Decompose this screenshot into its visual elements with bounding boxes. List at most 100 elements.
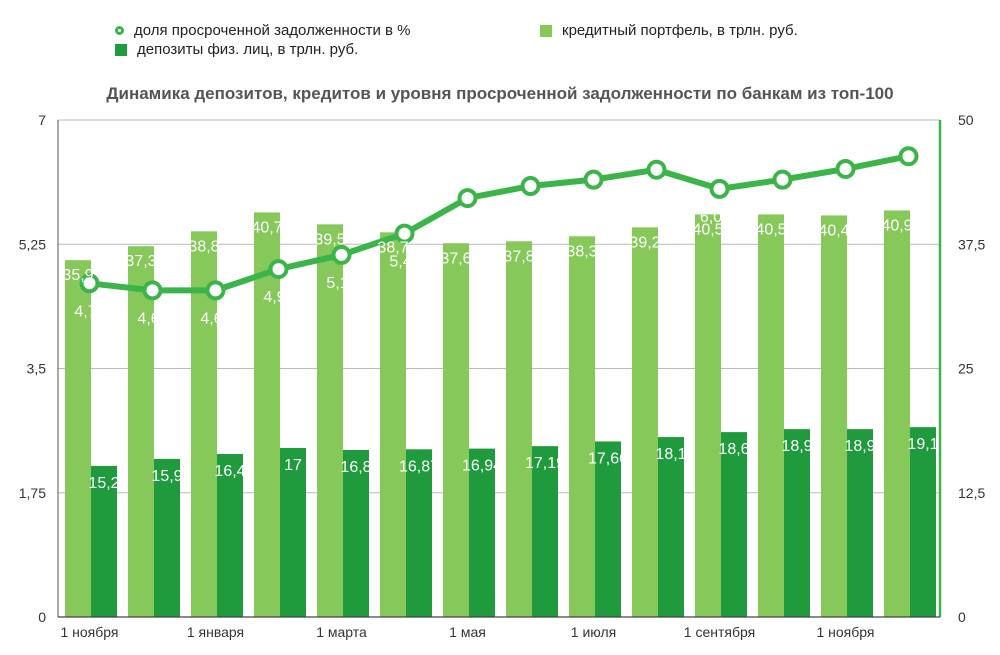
deposits-data-label: 15,2 [88,475,119,492]
overdue-data-label: 4,7 [74,303,96,320]
credit-data-label: 38,7 [377,239,408,256]
credit-data-label: 37,6 [440,250,471,267]
legend-deposits: депозиты физ. лиц, в трлн. руб. [115,41,358,58]
overdue-data-label: 6,16 [574,200,605,217]
x-tick-label: 1 ноября [60,624,118,640]
right-tick-label: 25 [958,361,974,377]
deposits-bar [154,458,180,617]
deposits-bar [343,450,369,617]
credit-bar [569,236,595,617]
overdue-point [394,223,415,244]
deposits-bar [91,465,117,617]
deposits-data-label: 18,6 [718,441,749,458]
credit-bar [65,260,91,617]
deposits-bar [280,448,306,617]
overdue-data-label: 5,1 [326,275,348,292]
legend-credit-label: кредитный портфель, в трлн. руб. [562,22,798,39]
credit-data-label: 40,5 [692,221,723,238]
overdue-data-label: 6,49 [889,176,920,193]
left-tick-label: 1,75 [19,485,46,501]
overdue-point [142,280,163,301]
deposits-data-label: 17,66 [588,450,628,467]
left-tick-label: 0 [38,609,46,625]
credit-data-label: 40,4 [818,222,849,239]
credit-bar [443,243,469,618]
x-tick-label: 1 июля [571,624,616,640]
deposits-data-label: 18,9 [844,438,875,455]
credit-bar [758,214,784,617]
credit-bar [380,232,406,617]
credit-data-label: 40,9 [881,217,912,234]
deposits-data-label: 16,4 [214,463,245,480]
overdue-point [898,146,919,167]
overdue-data-label: 6,3 [641,190,663,207]
credit-data-label: 40,5 [755,221,786,238]
legend-light-swatch [540,24,552,37]
right-tick-label: 12,5 [958,485,985,501]
legend-dark-swatch [115,43,127,56]
credit-bar [317,224,343,617]
right-tick-label: 50 [958,112,974,128]
credit-bar [506,241,532,617]
deposits-bar [847,429,873,617]
overdue-data-label: 5,4 [389,254,411,271]
credit-data-label: 39,2 [629,234,660,251]
deposits-bar [784,429,810,617]
credit-data-label: 38,8 [188,238,219,255]
overdue-point [772,169,793,190]
legend-overdue: доля просроченной задолженности в % [115,22,411,39]
x-tick-label: 1 мая [449,624,486,640]
left-tick-label: 5,25 [19,236,46,252]
legend-deposits-label: депозиты физ. лиц, в трлн. руб. [137,41,359,58]
overdue-line [89,153,910,294]
deposits-bar [469,448,495,617]
credit-data-label: 35,9 [62,267,93,284]
credit-data-label: 37,8 [503,248,534,265]
credit-bar [821,215,847,617]
x-tick-label: 1 января [187,624,244,640]
x-tick-label: 1 ноября [816,624,874,640]
deposits-bar [595,441,621,617]
overdue-point [79,273,100,294]
credit-bar [254,212,280,617]
deposits-data-label: 16,87 [399,458,439,475]
deposits-data-label: 19,1 [907,436,938,453]
legend-overdue-label: доля просроченной задолженности в % [134,22,411,39]
x-tick-label: 1 марта [316,624,367,640]
overdue-data-label: 6,03 [700,209,731,226]
right-tick-label: 37,5 [958,236,985,252]
deposits-data-label: 16,8 [340,459,371,476]
overdue-data-label: 4,9 [263,289,285,306]
overdue-point [457,188,478,209]
overdue-data-label: 6,31 [826,189,857,206]
overdue-data-label: 6,07 [511,206,542,223]
overdue-point [268,259,289,280]
deposits-bar [532,446,558,617]
x-tick-label: 1 сентября [684,624,755,640]
deposits-bar [217,453,243,617]
credit-bar [632,227,658,618]
overdue-data-label: 4,6 [200,310,222,327]
overdue-point [646,159,667,180]
overdue-point [709,178,730,199]
deposits-data-label: 18,9 [781,438,812,455]
deposits-data-label: 17 [284,457,302,474]
deposits-data-label: 15,9 [151,468,182,485]
credit-bar [884,210,910,618]
deposits-bar [910,427,936,617]
legend-circle-marker [115,26,124,35]
deposits-bar [406,449,432,617]
credit-bar [695,214,721,617]
deposits-data-label: 18,1 [655,446,686,463]
overdue-data-label: 4,6 [137,310,159,327]
overdue-point [835,158,856,179]
chart-title: Динамика депозитов, кредитов и уровня пр… [106,84,894,103]
overdue-point [520,176,541,197]
left-tick-label: 3,5 [27,361,47,377]
overdue-point [583,169,604,190]
legend-credit: кредитный портфель, в трлн. руб. [540,22,798,39]
right-tick-label: 0 [958,609,966,625]
overdue-point [331,244,352,265]
credit-data-label: 38,3 [566,243,597,260]
overdue-data-label: 6,16 [763,200,794,217]
